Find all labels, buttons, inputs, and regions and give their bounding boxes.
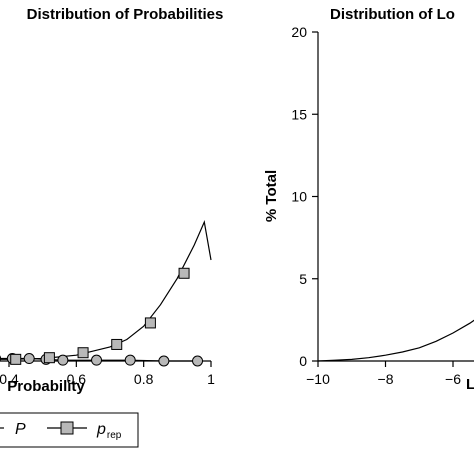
right-y-tick-labels: 0 5 10 15 20 (291, 24, 307, 369)
right-x-tick-label: −10 (306, 371, 330, 387)
right-x-ticks (317, 361, 454, 367)
series-prep-line (0, 219, 212, 360)
series-prep-point (178, 267, 190, 279)
series-p-point (192, 355, 204, 367)
right-x-tick-label: −6 (445, 371, 461, 387)
legend-p-label: P (15, 421, 26, 438)
right-panel: Distribution of Lo 0 5 10 15 20 −10 −8 −6 % To… (263, 6, 474, 393)
left-series-layer (0, 219, 212, 367)
series-prep-point (10, 353, 22, 365)
right-y-tick-label: 20 (291, 24, 307, 40)
right-y-ticks (312, 31, 318, 362)
right-y-tick-label: 0 (299, 353, 307, 369)
right-y-tick-label: 10 (291, 189, 307, 205)
series-prep-point (111, 338, 123, 350)
left-chart-title: Distribution of Probabilities (27, 6, 224, 23)
series-prep-point (144, 317, 156, 329)
left-x-axis-label: Probability (7, 378, 85, 395)
right-x-tick-labels: −10 −8 −6 (306, 371, 461, 387)
right-x-tick-label: −8 (378, 371, 394, 387)
legend-prep-marker (60, 421, 74, 435)
right-x-axis-label: L (466, 376, 474, 393)
left-x-ticks (8, 361, 212, 367)
left-x-tick-label: 0.4 (0, 371, 19, 387)
series-p-point (91, 354, 103, 366)
series-p-point (57, 354, 69, 366)
right-y-tick-label: 15 (291, 106, 307, 122)
legend-prep-label-main: p (96, 421, 106, 438)
series-p-point (124, 354, 136, 366)
series-p-point (23, 353, 35, 365)
right-y-tick-label: 5 (299, 271, 307, 287)
right-y-axis-label: % Total (263, 170, 280, 222)
left-x-tick-label: 1 (207, 371, 215, 387)
series-prep-point (43, 352, 55, 364)
right-series-layer (317, 319, 474, 362)
series-prep-point (77, 347, 89, 359)
left-x-tick-labels: 0.4 0.6 0.8 1 (0, 371, 215, 387)
legend-prep-label-subscript: rep (107, 430, 122, 441)
right-chart-title: Distribution of Lo (330, 6, 455, 23)
legend-box (0, 412, 139, 448)
right-distribution-curve (317, 319, 474, 362)
legend: P prep (0, 412, 139, 448)
left-x-tick-label: 0.8 (134, 371, 154, 387)
series-p-point (158, 355, 170, 367)
left-x-tick-label: 0.6 (67, 371, 87, 387)
series-p-point (0, 355, 2, 362)
left-panel: Distribution of Probabilities 0.4 0.6 0.8 1… (0, 6, 224, 448)
legend-prep-label: prep (96, 421, 122, 441)
